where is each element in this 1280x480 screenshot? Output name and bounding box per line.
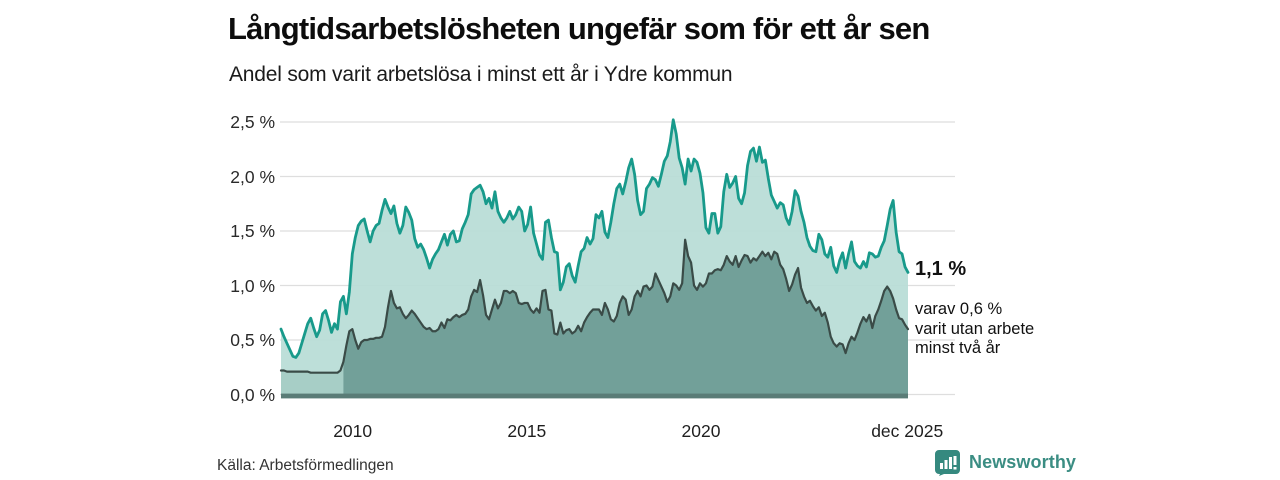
y-tick-label: 0,0 % [230,384,275,405]
y-tick-label: 1,5 % [230,221,275,241]
area-2yr-early [281,361,344,395]
x-axis-baseline [281,393,908,399]
y-tick-label: 2,0 % [230,166,275,187]
x-tick-label: 2010 [333,421,373,441]
y-tick-label: 2,5 % [230,112,275,132]
x-tick-label: dec 2025 [871,421,944,441]
y-tick-label: 1,0 % [230,275,275,296]
y-tick-label: 0,5 % [230,330,275,350]
end-value-label: 1,1 % [915,258,967,280]
line-1yr [279,118,910,359]
newsworthy-logo: Newsworthy [934,449,1076,476]
newsworthy-bubble-chart-icon [935,450,960,476]
chart-subtitle: Andel som varit arbetslösa i minst ett å… [229,63,733,86]
page-title: Långtidsarbetslösheten ungefär som för e… [228,11,930,46]
end-sub-label: varav 0,6 % varit utan arbete minst två … [915,300,1035,357]
x-tick-label: 2015 [507,421,547,441]
source-label: Källa: Arbetsförmedlingen [217,457,394,474]
line-2yr [279,238,910,374]
x-tick-label: 2020 [681,421,721,441]
newsworthy-wordmark: Newsworthy [969,452,1077,472]
area-2yr [343,239,908,395]
